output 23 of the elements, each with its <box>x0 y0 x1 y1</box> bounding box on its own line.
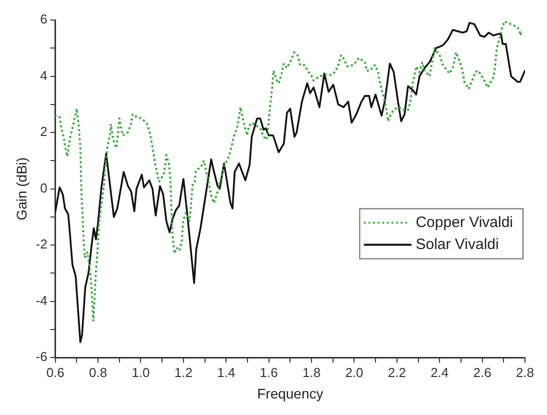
y-tick-label: 6 <box>40 12 48 27</box>
x-tick-label: 2.0 <box>345 364 364 380</box>
x-tick-label: 0.6 <box>46 364 64 380</box>
legend-label: Solar Vivaldi <box>416 236 499 253</box>
x-tick-label: 1.0 <box>132 364 150 380</box>
x-tick-label: 2.2 <box>388 364 406 380</box>
y-tick-label: 2 <box>40 124 48 140</box>
y-tick-label: 4 <box>40 68 48 83</box>
x-tick-label: 2.6 <box>473 364 492 380</box>
x-tick-label: 1.6 <box>260 364 278 380</box>
x-tick-label: 1.8 <box>302 364 321 380</box>
x-axis-title: Frequency <box>257 385 324 402</box>
x-tick-label: 1.2 <box>174 364 192 380</box>
x-tick-label: 2.8 <box>516 364 534 380</box>
y-axis-title: Gain (dBi) <box>13 157 30 220</box>
y-tick-label: -6 <box>36 349 48 364</box>
x-tick-label: 1.4 <box>217 364 236 380</box>
y-tick-label: 0 <box>40 180 48 196</box>
x-tick-label: 0.8 <box>89 364 108 380</box>
y-tick-label: -2 <box>36 236 48 252</box>
y-tick-label: -4 <box>36 292 48 308</box>
x-tick-label: 2.4 <box>430 364 449 380</box>
legend-label: Copper Vivaldi <box>416 214 513 231</box>
